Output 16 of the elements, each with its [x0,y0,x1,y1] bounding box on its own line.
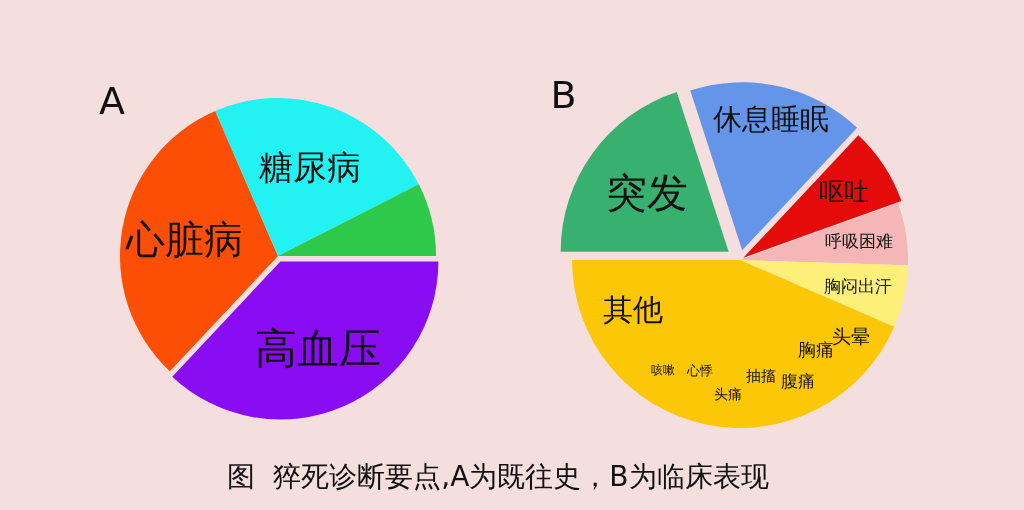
caption: 图 猝死诊断要点,A为既往史，B为临床表现 [227,459,769,493]
label: 糖尿病 [259,146,362,187]
label: 呼吸困难 [825,231,894,252]
label: 呕吐 [819,176,870,206]
label: 其他 [603,292,664,328]
label: 高血压 [255,324,382,373]
label: 休息睡眠 [713,102,830,137]
sub-label: 头晕 [831,324,870,347]
sub-label: 咳嗽 [650,362,675,377]
label: 胸闷出汗 [824,276,893,297]
sub-label: 头痛 [714,385,743,402]
sub-label: 抽搐 [745,366,776,385]
label: 突发 [606,168,689,217]
sub-label: 心悸 [686,362,713,378]
label: 心脏病 [126,217,244,263]
sub-label: 腹痛 [780,371,815,391]
